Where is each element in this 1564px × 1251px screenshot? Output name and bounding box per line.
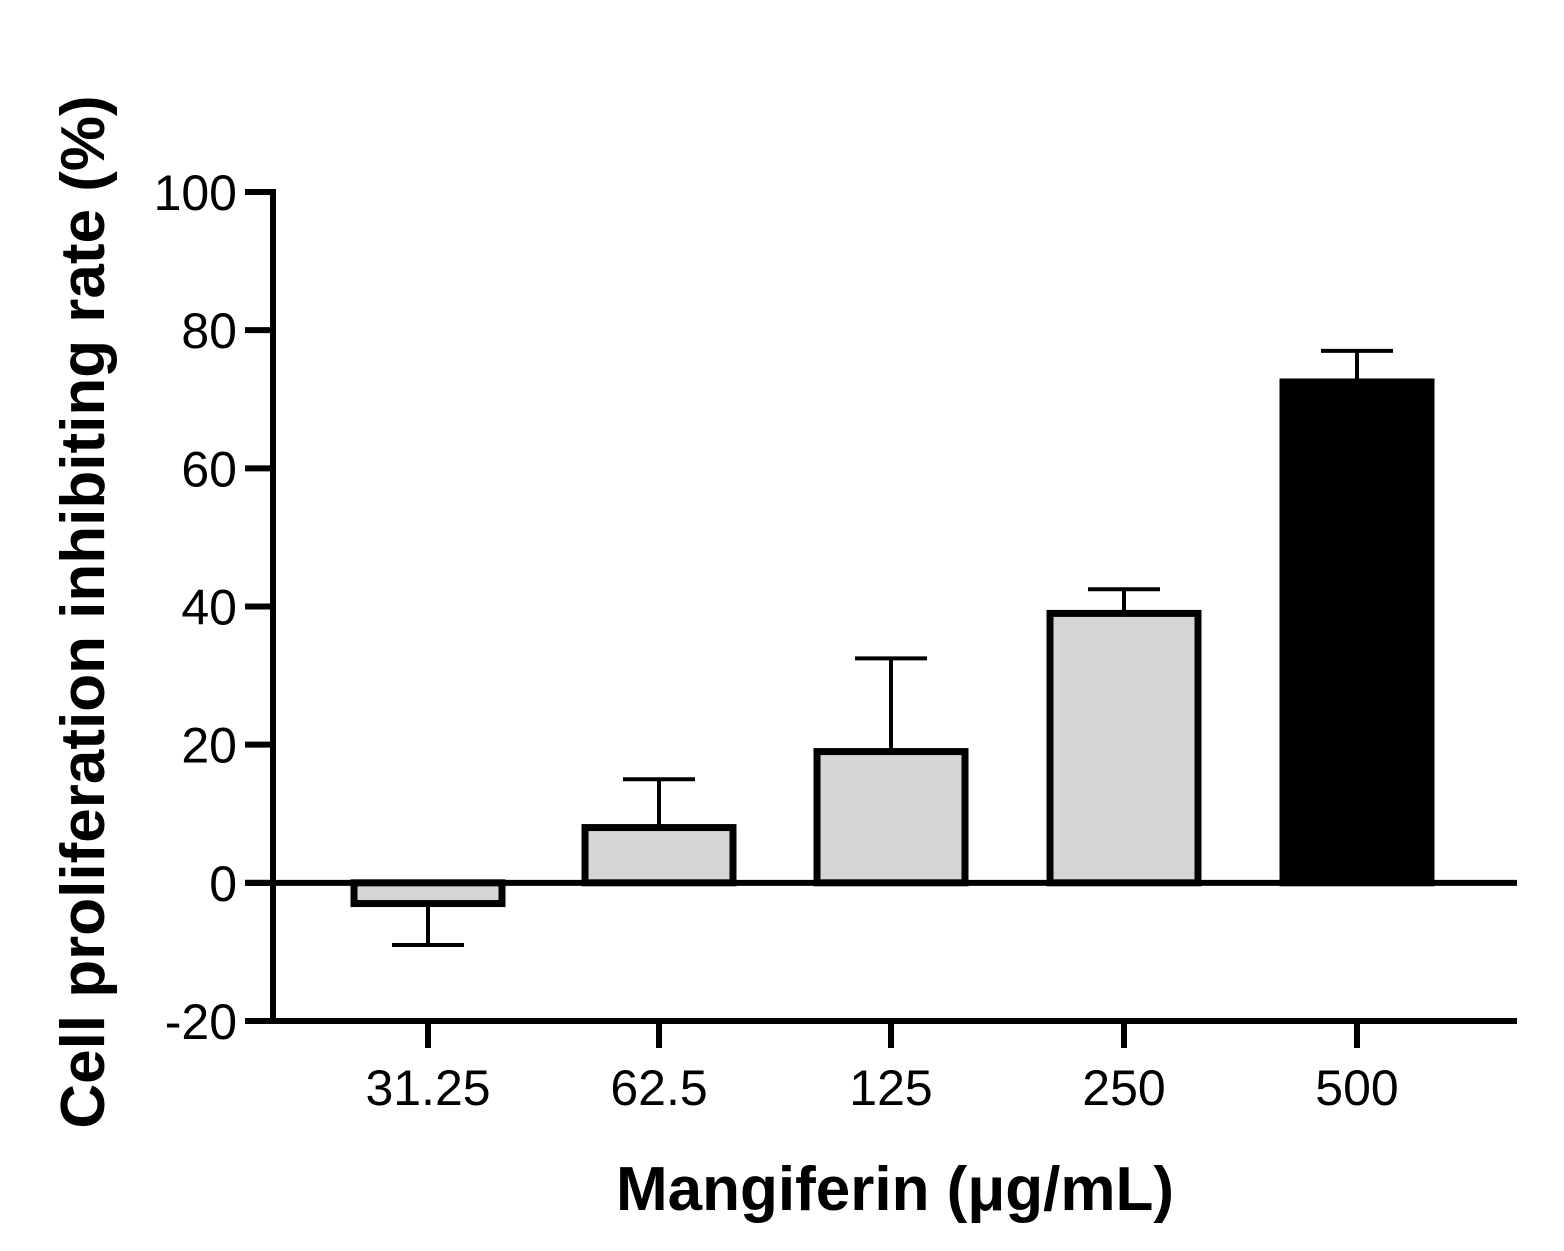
bar-62.5 [581, 824, 737, 887]
x-axis-title: Mangiferin (μg/mL) [616, 1155, 1174, 1224]
x-tick-label: 250 [1082, 1060, 1165, 1116]
bar-500 [1279, 378, 1435, 887]
y-tick-label: 0 [209, 856, 237, 912]
x-tick-label: 62.5 [610, 1060, 707, 1116]
y-tick-label: 60 [181, 441, 237, 497]
y-tick-label: 20 [181, 718, 237, 774]
x-tick-label: 31.25 [365, 1060, 490, 1116]
x-ticks: 31.25 62.5 125 250 500 [365, 1021, 1399, 1116]
x-tick-label: 125 [849, 1060, 932, 1116]
y-tick-label: -20 [165, 994, 237, 1050]
error-bars-layer [392, 348, 1393, 948]
y-ticks: 100 80 60 40 20 0 -20 [154, 165, 273, 1050]
bar-31.25 [350, 879, 506, 908]
y-axis-title: Cell proliferation inhibiting rate (%) [49, 95, 118, 1128]
bar-125 [813, 748, 969, 887]
y-tick-label: 40 [181, 580, 237, 636]
x-tick-label: 500 [1315, 1060, 1398, 1116]
y-tick-label: 100 [154, 165, 237, 221]
bars-layer [350, 378, 1435, 908]
y-tick-label: 80 [181, 303, 237, 359]
bar-250 [1046, 609, 1202, 887]
